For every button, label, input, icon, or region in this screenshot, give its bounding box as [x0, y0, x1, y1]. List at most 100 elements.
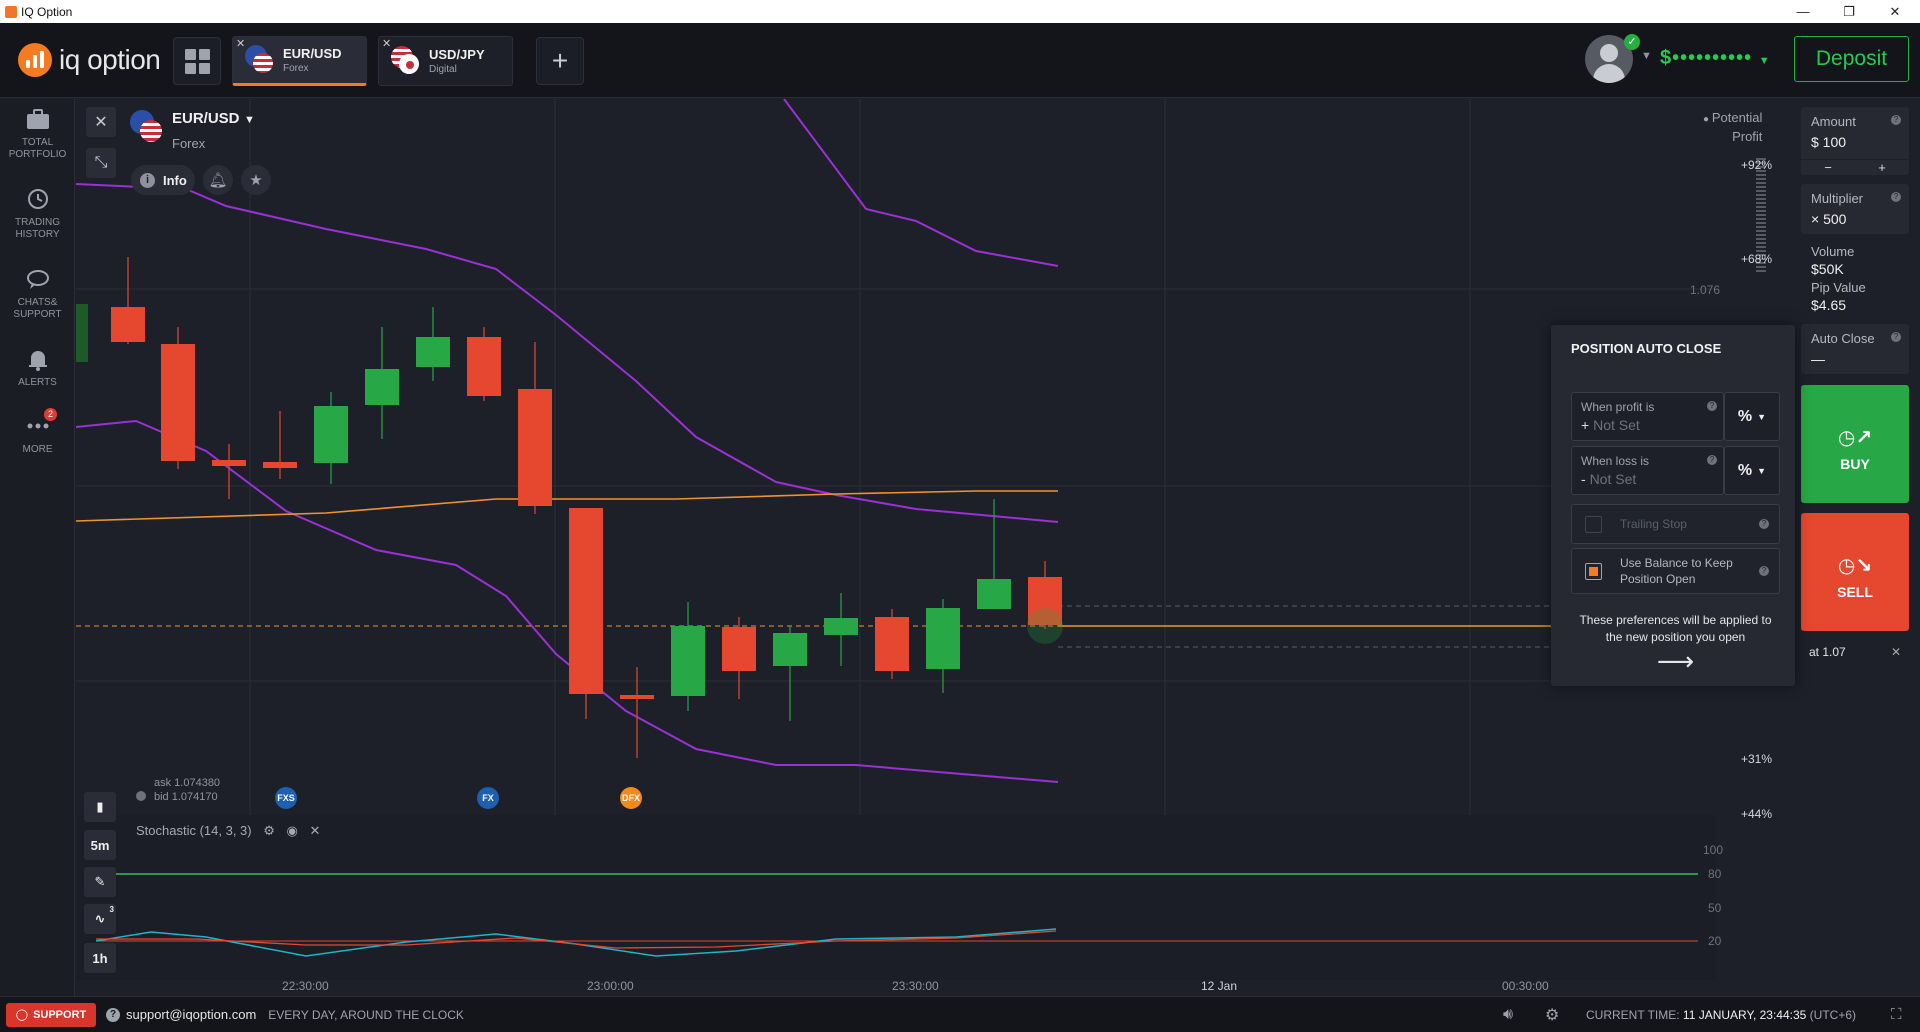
sidebar-item-portfolio[interactable]: TOTAL PORTFOLIO	[0, 107, 75, 161]
balance-value: $••••••••••	[1660, 47, 1753, 69]
close-tab-icon[interactable]: ✕	[382, 38, 392, 50]
amount-increase-button[interactable]: +	[1878, 160, 1886, 175]
profit-unit-select[interactable]: % ▼	[1724, 392, 1780, 441]
maximize-button[interactable]: ❐	[1843, 3, 1855, 19]
sidebar-item-alerts[interactable]: ALERTS	[0, 347, 75, 389]
chart-asset-header[interactable]: EUR/USD ▼ Forex	[130, 110, 255, 151]
minimize-button[interactable]: —	[1796, 4, 1810, 19]
chart-type-button[interactable]: ▮	[84, 792, 116, 822]
candle-body	[314, 406, 348, 463]
time-axis-label: 22:30:00	[282, 979, 329, 993]
eye-icon[interactable]: ◉	[286, 823, 298, 838]
asset-tab-usdjpy[interactable]: ✕ USD/JPY Digital	[378, 36, 513, 86]
news-source-fxs-icon[interactable]: FXS	[275, 787, 297, 809]
tab-name: EUR/USD	[283, 46, 342, 61]
help-icon[interactable]	[136, 791, 146, 801]
help-icon: ?	[1707, 401, 1717, 411]
use-balance-checkbox[interactable]	[1585, 562, 1602, 580]
candle-body	[722, 627, 756, 671]
news-source-dfx-icon[interactable]: DFX	[620, 787, 642, 809]
candles-icon: ▮	[96, 799, 104, 814]
stop-loss-input[interactable]: Not Set	[1589, 471, 1637, 487]
pending-order[interactable]: at 1.07 ✕	[1801, 637, 1909, 667]
profit-tick: +92%	[1741, 158, 1773, 172]
support-label: SUPPORT	[33, 1008, 87, 1021]
pip-value-label: Pip Value	[1811, 280, 1866, 295]
timeframe-button[interactable]: 5m	[84, 830, 116, 860]
close-chart-icon[interactable]: ✕	[86, 107, 116, 137]
candle-body	[1028, 577, 1062, 625]
settings-gear-icon[interactable]: ⚙	[1545, 1006, 1560, 1024]
all-assets-grid-button[interactable]	[173, 37, 221, 85]
trailing-stop-checkbox[interactable]	[1585, 515, 1602, 533]
alert-bell-icon[interactable]: 🔔︎	[203, 165, 233, 195]
candle-body	[926, 608, 960, 669]
auto-close-popover: POSITION AUTO CLOSE ? When profit is + N…	[1551, 325, 1795, 686]
loss-sign: -	[1581, 471, 1586, 487]
sell-button[interactable]: ◷↘ SELL	[1801, 513, 1909, 631]
multiplier-field[interactable]: ? Multiplier × 500	[1801, 184, 1909, 234]
amount-decrease-button[interactable]: −	[1824, 160, 1832, 175]
more-icon	[27, 423, 48, 429]
amount-value[interactable]: $ 100	[1811, 134, 1847, 150]
sidebar-item-history[interactable]: TRADING HISTORY	[0, 187, 75, 241]
loss-label: When loss is	[1581, 454, 1650, 468]
stoch-level-label: 100	[1703, 843, 1724, 857]
arrow-right-icon[interactable]: ⟶	[1656, 646, 1695, 676]
logo[interactable]: iq option	[18, 43, 161, 77]
tab-type: Digital	[429, 64, 457, 75]
trailing-stop-row[interactable]: Trailing Stop ?	[1571, 504, 1780, 544]
take-profit-field[interactable]: ? When profit is + Not Set	[1571, 392, 1724, 441]
price-chart[interactable]	[75, 98, 1794, 996]
candle-body	[111, 307, 145, 342]
volume-value: $50K	[1811, 261, 1844, 277]
settings-gear-icon[interactable]: ⚙	[263, 823, 275, 838]
briefcase-icon	[26, 109, 49, 129]
asset-tab-eurusd[interactable]: ✕ EUR/USD Forex	[232, 36, 367, 86]
add-asset-button[interactable]: +	[536, 37, 584, 85]
amount-field[interactable]: ? Amount $ 100 − +	[1801, 107, 1909, 175]
candle-body	[569, 508, 603, 694]
loss-unit-select[interactable]: % ▼	[1724, 446, 1780, 495]
sell-label: SELL	[1837, 584, 1873, 600]
indicators-button[interactable]: ∿ 3	[84, 904, 116, 934]
candle-body	[518, 389, 552, 506]
stop-loss-field[interactable]: ? When loss is - Not Set	[1571, 446, 1724, 495]
chart-area[interactable]	[75, 98, 1794, 996]
cancel-pending-icon[interactable]: ✕	[1890, 645, 1901, 659]
info-button[interactable]: i Info	[131, 165, 195, 195]
buy-button[interactable]: ◷↗ BUY	[1801, 385, 1909, 503]
sidebar-item-more[interactable]: 2 MORE	[0, 408, 75, 456]
drawing-tools-button[interactable]: ✎	[84, 867, 116, 897]
sidebar-item-chats[interactable]: CHATS& SUPPORT	[0, 267, 75, 321]
support-button[interactable]: ◯ SUPPORT	[6, 1002, 96, 1027]
multiplier-label: Multiplier	[1811, 191, 1864, 206]
support-email-link[interactable]: support@iqoption.com	[126, 1007, 257, 1022]
sound-icon[interactable]: 🔊︎	[1503, 1005, 1514, 1023]
auto-close-note: These preferences will be applied to the…	[1571, 612, 1780, 674]
news-source-fx-icon[interactable]: FX	[477, 787, 499, 809]
collapse-icon[interactable]: ⤡	[86, 148, 116, 178]
use-balance-label-2: Position Open	[1620, 572, 1696, 586]
help-icon: ?	[1759, 566, 1769, 576]
stochastic-d-line	[96, 930, 1057, 949]
sidebar-label: HISTORY	[15, 229, 60, 240]
stochastic-name: Stochastic (14, 3, 3)	[136, 823, 252, 838]
auto-close-field[interactable]: ? Auto Close —	[1801, 324, 1909, 374]
stoch-level-label: 20	[1708, 934, 1722, 948]
close-tab-icon[interactable]: ✕	[236, 38, 246, 50]
remove-indicator-icon[interactable]: ✕	[309, 823, 321, 838]
profile-chevron-icon[interactable]: ▼	[1641, 50, 1652, 62]
close-window-button[interactable]: ✕	[1889, 3, 1901, 19]
use-balance-row[interactable]: Use Balance to Keep Position Open ?	[1571, 548, 1780, 594]
buy-label: BUY	[1840, 456, 1870, 472]
candle-period-button[interactable]: 1h	[84, 943, 116, 973]
balance-display[interactable]: $•••••••••• ▼	[1660, 47, 1771, 70]
moving-average	[75, 490, 1058, 522]
favorite-star-icon[interactable]: ★	[241, 165, 271, 195]
sidebar-label: TRADING	[15, 217, 60, 228]
take-profit-input[interactable]: Not Set	[1593, 417, 1640, 433]
fullscreen-icon[interactable]: ⛶	[1891, 1006, 1902, 1023]
asset-dropdown-icon[interactable]: ▼	[243, 114, 255, 126]
deposit-button[interactable]: Deposit	[1794, 36, 1909, 82]
